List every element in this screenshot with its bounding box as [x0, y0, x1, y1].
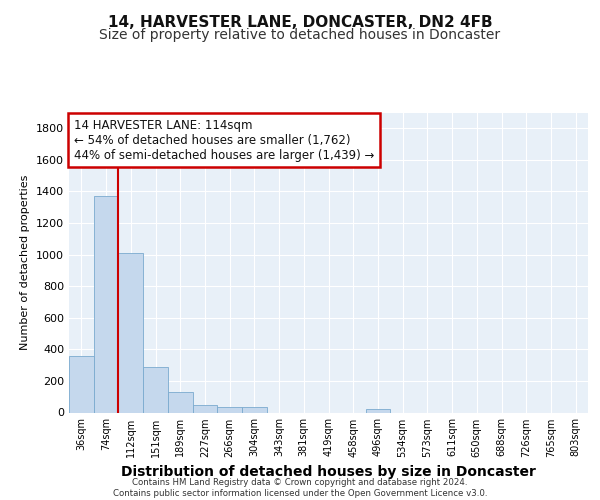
Text: 14 HARVESTER LANE: 114sqm
← 54% of detached houses are smaller (1,762)
44% of se: 14 HARVESTER LANE: 114sqm ← 54% of detac… [74, 118, 374, 162]
Bar [365, 410, 390, 412]
Bar [118, 253, 143, 412]
Bar [217, 407, 242, 412]
X-axis label: Distribution of detached houses by size in Doncaster: Distribution of detached houses by size … [121, 465, 536, 479]
Bar [143, 366, 168, 412]
Bar [193, 406, 217, 412]
Bar [94, 196, 118, 412]
Bar [69, 356, 94, 412]
Text: Contains HM Land Registry data © Crown copyright and database right 2024.
Contai: Contains HM Land Registry data © Crown c… [113, 478, 487, 498]
Text: 14, HARVESTER LANE, DONCASTER, DN2 4FB: 14, HARVESTER LANE, DONCASTER, DN2 4FB [107, 15, 493, 30]
Text: Size of property relative to detached houses in Doncaster: Size of property relative to detached ho… [100, 28, 500, 42]
Bar [168, 392, 193, 412]
Y-axis label: Number of detached properties: Number of detached properties [20, 175, 31, 350]
Bar [242, 407, 267, 412]
